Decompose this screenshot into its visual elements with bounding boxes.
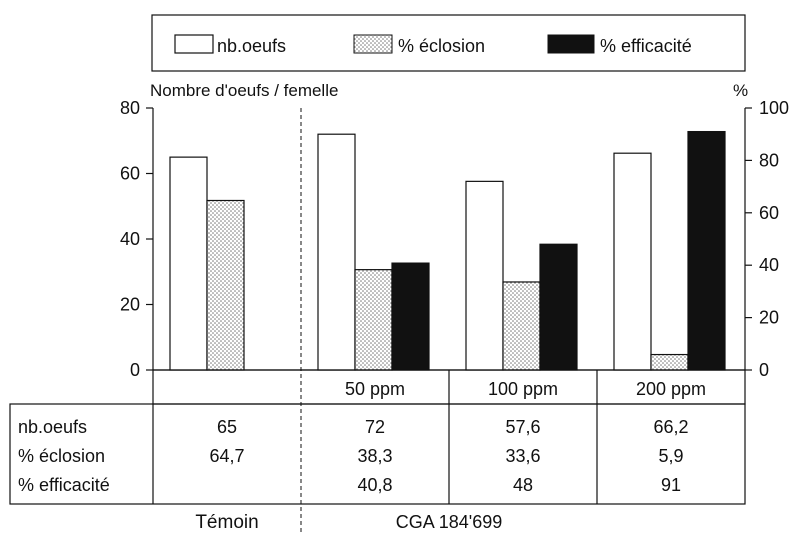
table-row-label-eclosion: % éclosion — [18, 446, 105, 466]
table-cell: 38,3 — [357, 446, 392, 466]
bar-nb-oeufs — [465, 180, 504, 371]
category-label-200ppm: 200 ppm — [636, 379, 706, 399]
bar-nb-oeufs — [317, 133, 356, 371]
legend-box — [151, 14, 746, 72]
bar-eclosion — [650, 353, 689, 371]
y-left-tick-label: 40 — [120, 229, 140, 249]
group-label-cga: CGA 184'699 — [396, 512, 503, 532]
category-label-50ppm: 50 ppm — [345, 379, 405, 399]
legend-swatch-eclosion — [353, 34, 393, 54]
bar-eclosion — [502, 281, 541, 371]
table-cell: 64,7 — [209, 446, 244, 466]
y-right-tick-label: 20 — [759, 308, 779, 328]
legend-swatch-efficacite — [547, 34, 595, 54]
bar-efficacite — [687, 130, 726, 371]
y-axis-left: 0 20 40 60 80 — [120, 98, 153, 380]
category-label-100ppm: 100 ppm — [488, 379, 558, 399]
table-row-label-efficacite: % efficacité — [18, 475, 110, 495]
bars — [169, 130, 726, 371]
bar-efficacite — [539, 243, 578, 371]
table-cell: 5,9 — [658, 446, 683, 466]
bar-efficacite — [391, 262, 430, 371]
y-right-tick-label: 0 — [759, 360, 769, 380]
group-label-temoin: Témoin — [195, 512, 258, 533]
y-left-tick-label: 0 — [130, 360, 140, 380]
table-cell: 91 — [661, 475, 681, 495]
y-left-tick-label: 60 — [120, 164, 140, 184]
y-right-tick-label: 100 — [759, 98, 789, 118]
table-cell: 40,8 — [357, 475, 392, 495]
legend-label-nb-oeufs: nb.oeufs — [217, 36, 286, 56]
bar-eclosion — [206, 199, 245, 371]
y-right-tick-label: 40 — [759, 255, 779, 275]
legend-label-eclosion: % éclosion — [398, 36, 485, 56]
y-left-tick-label: 20 — [120, 295, 140, 315]
legend: nb.oeufs % éclosion % efficacité — [151, 14, 746, 72]
bar-nb-oeufs — [613, 152, 652, 371]
table-cell: 48 — [513, 475, 533, 495]
y-axis-right-title: % — [733, 81, 748, 100]
data-table-grid — [9, 369, 746, 505]
y-right-tick-label: 60 — [759, 203, 779, 223]
legend-label-efficacite: % efficacité — [600, 36, 692, 56]
table-cell: 57,6 — [505, 417, 540, 437]
y-axis-right: 0 20 40 60 80 100 — [745, 98, 789, 380]
y-right-tick-label: 80 — [759, 150, 779, 170]
table-cell: 65 — [217, 417, 237, 437]
table-cell: 72 — [365, 417, 385, 437]
table-row-label-nb-oeufs: nb.oeufs — [18, 417, 87, 437]
y-left-tick-label: 80 — [120, 98, 140, 118]
y-axis-left-title: Nombre d'oeufs / femelle — [150, 81, 338, 100]
table-cell: 33,6 — [505, 446, 540, 466]
bar-nb-oeufs — [169, 156, 208, 371]
legend-swatch-nb-oeufs — [174, 34, 214, 54]
bar-eclosion — [354, 269, 393, 371]
table-cell: 66,2 — [653, 417, 688, 437]
